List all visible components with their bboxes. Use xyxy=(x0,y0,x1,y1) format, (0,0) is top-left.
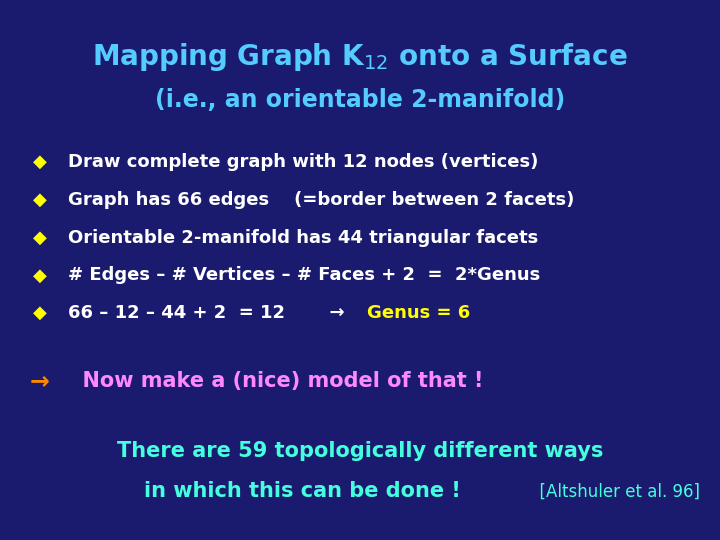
Text: There are 59 topologically different ways: There are 59 topologically different way… xyxy=(117,441,603,461)
Text: ◆: ◆ xyxy=(32,228,47,247)
Text: ◆: ◆ xyxy=(32,153,47,171)
Text: →: → xyxy=(317,304,357,322)
Text: 66 – 12 – 44 + 2  = 12: 66 – 12 – 44 + 2 = 12 xyxy=(68,304,285,322)
Text: Draw complete graph with 12 nodes (vertices): Draw complete graph with 12 nodes (verti… xyxy=(68,153,539,171)
Text: Mapping Graph K$_{12}$ onto a Surface: Mapping Graph K$_{12}$ onto a Surface xyxy=(92,40,628,73)
Text: ◆: ◆ xyxy=(32,304,47,322)
Text: Graph has 66 edges    (=border between 2 facets): Graph has 66 edges (=border between 2 fa… xyxy=(68,191,575,209)
Text: in which this can be done !: in which this can be done ! xyxy=(144,481,461,502)
Text: Genus = 6: Genus = 6 xyxy=(367,304,470,322)
Text: Now make a (nice) model of that !: Now make a (nice) model of that ! xyxy=(68,370,484,391)
Text: [Altshuler et al. 96]: [Altshuler et al. 96] xyxy=(529,482,701,501)
Text: Orientable 2-manifold has 44 triangular facets: Orientable 2-manifold has 44 triangular … xyxy=(68,228,539,247)
Text: # Edges – # Vertices – # Faces + 2  =  2*Genus: # Edges – # Vertices – # Faces + 2 = 2*G… xyxy=(68,266,541,285)
Text: ◆: ◆ xyxy=(32,266,47,285)
Text: ◆: ◆ xyxy=(32,191,47,209)
Text: (i.e., an orientable 2-manifold): (i.e., an orientable 2-manifold) xyxy=(155,88,565,112)
Text: →: → xyxy=(30,369,50,393)
